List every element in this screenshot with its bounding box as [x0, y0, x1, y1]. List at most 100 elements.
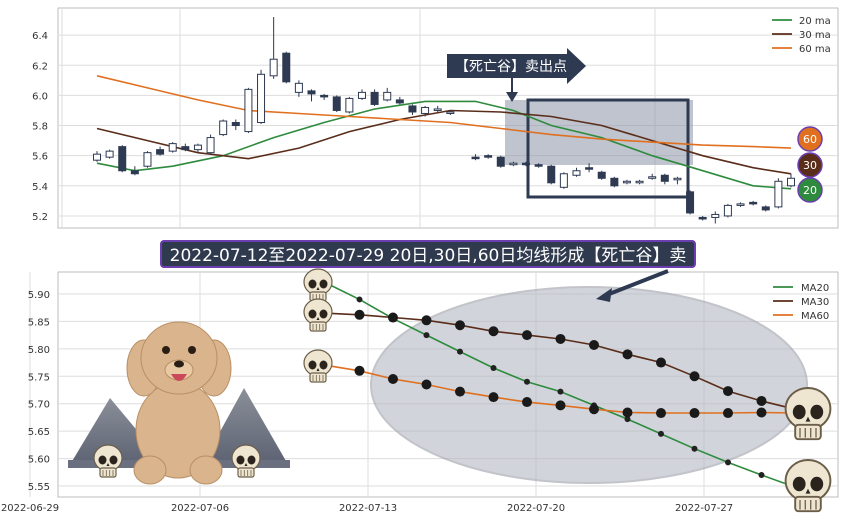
ma-point-MA60 [354, 365, 365, 376]
ma-point-MA20 [758, 472, 765, 479]
ma-point-MA20 [457, 348, 463, 355]
candle-body [597, 171, 606, 179]
bottom-y-tick-label: 5.75 [28, 372, 50, 383]
candle-body [105, 150, 114, 158]
bottom-y-tick-label: 5.65 [28, 427, 50, 438]
skull-cranium [303, 268, 333, 296]
candle-body [761, 206, 770, 211]
poodle-illustration [126, 321, 232, 485]
candle-body [522, 162, 531, 166]
dog-nose [174, 360, 184, 368]
candle-body [736, 203, 745, 206]
bottom-ma-plot: 2022-06-29 2022-07-06 2022-07-13 2022-07-20… [1, 269, 839, 514]
candle-body [660, 174, 669, 182]
skull-cranium [784, 459, 832, 503]
candle-body [673, 177, 682, 181]
annotation-pointer-head [506, 92, 518, 102]
end-badge [797, 152, 823, 178]
dog-paw [189, 455, 223, 485]
ma-point-MA60 [522, 397, 532, 408]
dog-tongue [171, 374, 187, 381]
skull-jaw [309, 321, 327, 332]
ma-point-MA20 [624, 416, 631, 423]
ma-point-MA30 [656, 357, 666, 368]
skull-eye [236, 455, 245, 465]
candle-body [231, 122, 240, 127]
skull-nose [316, 368, 320, 371]
candle-body [357, 91, 366, 99]
candle-body [282, 52, 291, 83]
dog-eye [188, 346, 196, 354]
death-valley-banner: 2022-07-12至2022-07-29 20日,30日,60日均线形成【死亡… [160, 240, 696, 294]
legend-entry: 60 ma [799, 44, 831, 55]
skull-nose [805, 416, 811, 422]
skull-eye [109, 455, 118, 465]
candle-body [383, 91, 392, 101]
end-badge-label: 60 [803, 133, 817, 146]
candle-body [749, 201, 758, 205]
candle-body [168, 143, 177, 152]
legend-entry: 20 ma [799, 16, 831, 27]
decorations [68, 268, 832, 513]
candle-body [446, 111, 455, 114]
candle-body [307, 90, 316, 95]
candle-body [181, 146, 190, 151]
skull-eye [319, 279, 328, 289]
ellipse-arrow-head [596, 288, 612, 302]
skull-jaw [794, 423, 822, 441]
skull-cranium [303, 298, 333, 326]
candle-body [118, 146, 127, 172]
candle-body [294, 82, 303, 93]
candle-body [395, 99, 404, 104]
ma-point-MA30 [622, 349, 633, 360]
skull-nose [805, 488, 811, 494]
ma-point-MA60 [656, 408, 666, 419]
candle-body [471, 156, 480, 160]
top-y-tick-label: 6.4 [32, 31, 48, 42]
ma-point-MA60 [388, 374, 398, 385]
ma-point-MA30 [488, 326, 499, 337]
candle-body [698, 216, 707, 220]
annotation-arrow-shape [447, 48, 586, 84]
candle-body [193, 144, 202, 151]
dog-head [140, 321, 218, 395]
ma-point-MA20 [658, 430, 664, 437]
skull-cranium [303, 349, 333, 377]
top-y-tick-label: 5.2 [32, 212, 48, 223]
annotation-label: 【死亡谷】卖出点 [455, 59, 567, 75]
bottom-y-tick-label: 5.55 [28, 482, 50, 493]
highlight-ellipse [370, 286, 808, 484]
candle-body [320, 94, 329, 98]
skull-eye [308, 360, 317, 370]
candle-body [547, 165, 556, 184]
top-y-tick-label: 6.0 [32, 91, 48, 102]
candle-body [370, 91, 379, 105]
ma-point-MA30 [455, 320, 465, 331]
candle-body [509, 162, 518, 166]
ma-point-MA60 [421, 379, 432, 390]
skull-icon [784, 459, 832, 513]
ma-point-MA20 [725, 459, 731, 466]
candle-body [345, 97, 354, 113]
ma-point-MA60 [589, 404, 599, 415]
top-plot-frame [57, 7, 839, 229]
x-tick-label: 2022-07-13 [339, 503, 397, 514]
candle-body [585, 167, 594, 170]
ma-line-60-ma [96, 75, 792, 149]
skull-jaw [237, 467, 255, 478]
skull-icon [93, 444, 123, 478]
skull-nose [244, 463, 248, 466]
skull-eye [247, 455, 256, 465]
skull-eye [792, 476, 806, 492]
candle-body [484, 155, 493, 158]
ellipse-arrow [603, 269, 669, 298]
end-badge-label: 30 [803, 159, 817, 172]
candle-body [219, 120, 228, 136]
candle-body [559, 173, 568, 188]
legend-entry: 30 ma [799, 30, 831, 41]
ma-point-MA20 [490, 365, 497, 372]
ma-point-MA60 [455, 386, 465, 397]
ma-line-20-ma [96, 100, 792, 190]
skull-eye [319, 309, 328, 319]
